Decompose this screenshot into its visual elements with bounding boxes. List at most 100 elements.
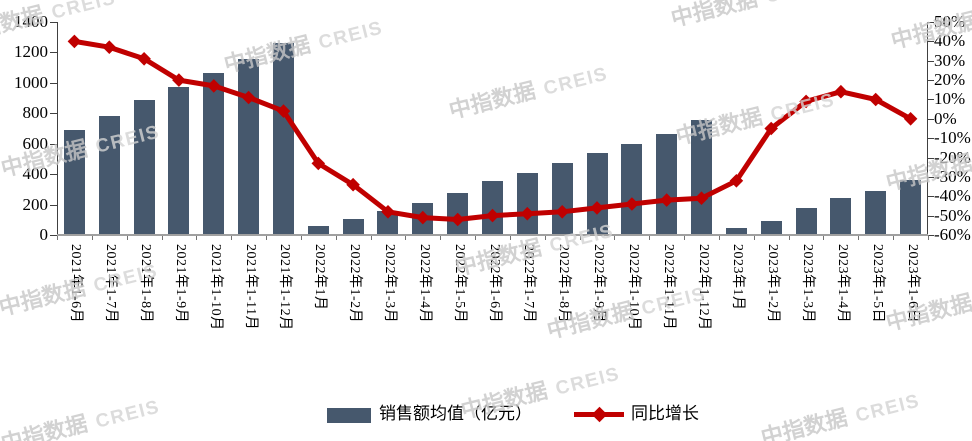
x-axis-tick: [718, 235, 720, 240]
diamond-marker-icon: [346, 177, 360, 192]
right-axis-tick-label: 0%: [934, 108, 957, 128]
x-axis-label: 2022年1-11月: [660, 244, 676, 331]
bar: [377, 210, 399, 235]
right-axis-tick: [927, 22, 934, 23]
bar: [238, 59, 260, 235]
bar: [133, 99, 155, 235]
left-axis-tick: [50, 143, 57, 145]
right-axis-tick-label: -50%: [934, 205, 971, 225]
right-axis-tick-label: -30%: [934, 166, 971, 186]
bar: [168, 86, 190, 235]
left-axis-tick-label: 400: [22, 164, 49, 184]
left-axis-tick: [50, 113, 57, 115]
bar: [98, 116, 120, 235]
x-axis-tick: [788, 235, 790, 240]
x-axis-tick: [91, 235, 93, 240]
x-axis-label: 2021年1-12月: [277, 244, 293, 331]
right-axis-tick: [927, 60, 934, 62]
diamond-marker-icon: [590, 201, 604, 215]
x-axis-label: 2023年1-6日: [904, 244, 920, 324]
bar: [795, 208, 817, 235]
diamond-marker-icon: [659, 193, 674, 207]
bar: [203, 72, 225, 235]
x-axis-tick: [370, 235, 372, 240]
x-axis-label: 2022年1-5月: [451, 244, 467, 324]
x-axis-tick: [196, 235, 198, 240]
left-axis-tick-label: 0: [39, 225, 49, 244]
x-axis-tick: [579, 235, 581, 240]
diamond-marker-icon: [172, 73, 186, 87]
legend: 销售额均值（亿元） 同比增长: [327, 403, 699, 425]
diamond-marker-icon: [311, 156, 326, 171]
right-axis-tick: [927, 196, 934, 198]
diamond-marker-icon: [67, 34, 82, 49]
right-axis-tick-label: -20%: [934, 147, 971, 167]
right-axis-tick-label: 20%: [934, 70, 966, 90]
diamond-marker-icon: [485, 208, 500, 223]
left-y-axis-line: [57, 22, 58, 235]
x-axis-tick: [57, 235, 58, 240]
x-axis-label: 2023年1月: [730, 244, 746, 311]
watermark-suffix: CREIS: [764, 0, 833, 8]
x-axis-label: 2022年1-10月: [625, 244, 641, 331]
x-axis-tick: [614, 235, 616, 240]
watermark-brand: 中指数据: [758, 404, 850, 441]
diamond-marker-icon: [834, 84, 848, 99]
left-axis-tick-label: 1400: [14, 12, 48, 31]
x-axis-tick: [509, 235, 511, 240]
left-axis-tick-label: 600: [22, 133, 49, 153]
growth-line-series: [67, 34, 918, 227]
right-axis-tick-label: -40%: [934, 186, 971, 206]
diamond-marker-icon: [868, 92, 883, 107]
x-axis-label: 2021年1-7月: [103, 244, 119, 324]
x-axis-label: 2023年1-3月: [800, 244, 816, 324]
x-axis-tick: [823, 235, 825, 240]
x-axis-label: 2022年1-4月: [416, 244, 432, 324]
watermark-brand: 中指数据: [0, 410, 90, 441]
bar: [691, 120, 713, 235]
x-axis-tick: [300, 235, 302, 240]
x-axis-line: [57, 234, 928, 236]
bar: [551, 163, 573, 235]
diamond-marker-icon: [520, 206, 535, 221]
bar: [760, 220, 782, 235]
x-axis-tick: [231, 235, 233, 240]
legend-bar-swatch: [327, 407, 371, 423]
right-axis-tick-label: 40%: [934, 31, 966, 51]
left-axis-tick: [50, 204, 57, 206]
right-axis-tick: [927, 99, 934, 101]
x-axis-tick: [126, 235, 128, 240]
x-axis-label: 2021年1-11月: [242, 244, 258, 331]
right-axis-tick-label: -10%: [934, 128, 971, 148]
diamond-marker-icon: [102, 40, 117, 54]
legend-line-label: 同比增长: [631, 404, 699, 423]
x-axis-tick: [684, 235, 686, 240]
x-axis-label: 2021年1-6月: [68, 244, 84, 324]
x-axis-tick: [335, 235, 337, 240]
x-axis-label: 2022年1-6月: [486, 244, 502, 324]
x-axis-tick: [893, 235, 895, 240]
diamond-marker-icon: [276, 104, 291, 118]
watermark-brand: 中指数据: [883, 289, 972, 336]
diamond-marker-icon: [416, 210, 430, 225]
left-axis-tick: [50, 174, 57, 176]
watermark-suffix: CREIS: [853, 390, 923, 427]
right-axis-tick: [927, 138, 934, 140]
legend-line-marker: [574, 405, 624, 423]
x-axis-label: 2023年1-5日: [869, 244, 885, 324]
bar: [307, 225, 329, 235]
x-axis-tick: [753, 235, 755, 240]
right-axis-tick: [927, 215, 934, 217]
bar: [656, 133, 678, 235]
watermark-suffix: CREIS: [553, 363, 623, 400]
right-axis-tick-label: -60%: [934, 225, 971, 244]
x-axis-label: 2021年1-9月: [172, 244, 188, 324]
x-axis-label: 2022年1月: [312, 244, 328, 311]
bar: [621, 143, 643, 235]
x-axis-tick: [649, 235, 651, 240]
left-axis-tick: [50, 82, 57, 84]
diamond-marker-icon: [764, 121, 778, 136]
watermark-suffix: CREIS: [93, 396, 163, 433]
x-axis-tick: [266, 235, 268, 240]
